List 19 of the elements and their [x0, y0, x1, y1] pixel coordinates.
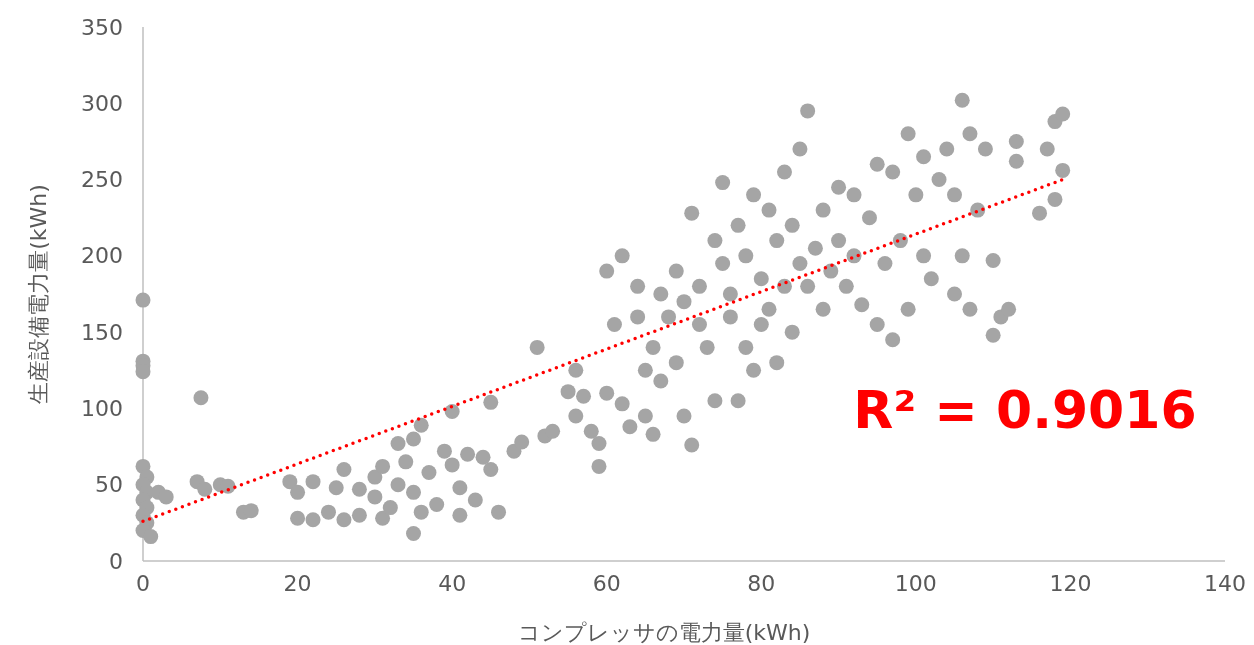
x-tick-label: 120	[1049, 571, 1092, 596]
y-axis-title: 生産設備電力量(kWh)	[26, 184, 51, 404]
y-tick-label: 100	[81, 395, 123, 421]
x-tick-label: 0	[136, 571, 150, 596]
y-tick-label: 150	[81, 319, 123, 345]
y-tick-label: 0	[109, 548, 123, 574]
y-tick-label: 50	[95, 472, 123, 498]
x-axis-title: コンプレッサの電力量(kWh)	[517, 620, 811, 645]
x-tick-label: 100	[894, 571, 937, 596]
x-tick-label: 140	[1204, 571, 1246, 596]
x-tick-label: 20	[283, 571, 312, 596]
annotation: R² = 0.9016	[853, 380, 1197, 440]
y-tick-label: 350	[81, 14, 123, 40]
y-tick-label: 250	[81, 167, 123, 193]
x-tick-label: 80	[747, 571, 776, 596]
x-tick-label: 60	[592, 571, 621, 596]
y-tick-label: 200	[81, 243, 123, 269]
x-tick-label: 40	[438, 571, 467, 596]
y-tick-label: 300	[81, 90, 123, 116]
